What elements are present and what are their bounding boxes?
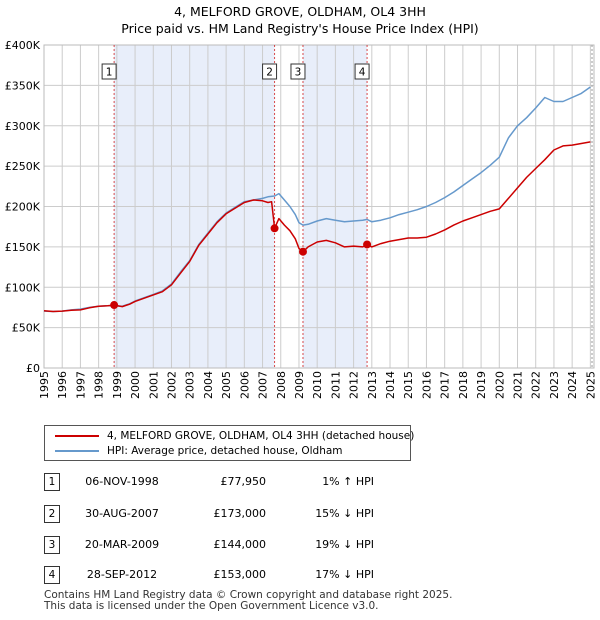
sale-label-box [290, 63, 306, 80]
table-row: 3 20-MAR-2009 £144,000 19% ↓ HPI [0, 536, 600, 554]
y-tick-label: £400K [5, 39, 41, 52]
legend-hpi-label: HPI: Average price, detached house, Oldh… [107, 445, 343, 457]
sale-labels: 1 2 3 4 [101, 63, 370, 80]
x-tick-label: 2014 [384, 371, 397, 399]
chart-title-line2: Price paid vs. HM Land Registry's House … [121, 21, 479, 36]
plot-frame [43, 44, 595, 369]
x-tick-label: 2022 [530, 371, 543, 399]
footer-copyright: Contains HM Land Registry data © Crown c… [44, 589, 453, 601]
x-tick-label: 2000 [129, 371, 142, 399]
transaction-date: 28-SEP-2012 [86, 568, 158, 581]
x-tick-label: 2006 [238, 371, 251, 399]
transaction-hpi: 17% ↓ HPI [315, 568, 374, 581]
price-chart: 1 2 3 4 £0 £50K £100K £150K £200K £250K £300K £350… [5, 39, 598, 399]
x-tick-label: 2012 [348, 371, 361, 399]
y-tick-label: £100K [5, 281, 41, 294]
transaction-hpi: 1% ↑ HPI [322, 475, 374, 488]
transaction-price: £144,000 [213, 538, 267, 551]
x-tick-label: 2017 [439, 371, 452, 399]
sale-point [363, 240, 372, 249]
transaction-number: 3 [44, 536, 60, 554]
sale-label-text: 3 [295, 67, 302, 79]
transaction-price: £77,950 [220, 475, 267, 488]
x-tick-label: 2011 [329, 371, 342, 399]
transaction-number: 1 [44, 473, 60, 491]
x-tick-label: 1998 [93, 371, 106, 399]
y-tick-label: £250K [5, 160, 41, 173]
x-tick-label: 2001 [147, 371, 160, 399]
x-tick-label: 2003 [184, 371, 197, 399]
sale-point [298, 247, 307, 256]
sale-point [110, 301, 119, 310]
chart-title: 4, MELFORD GROVE, OLDHAM, OL4 3HH Price … [0, 3, 600, 37]
sale-label-text: 2 [266, 67, 273, 79]
x-tick-label: 2008 [275, 371, 288, 399]
chart-title-line1: 4, MELFORD GROVE, OLDHAM, OL4 3HH [174, 4, 426, 19]
legend-hpi-swatch [55, 450, 99, 452]
transaction-hpi: 19% ↓ HPI [315, 538, 374, 551]
x-tick-label: 2024 [566, 371, 579, 399]
x-tick-label: 2010 [311, 371, 324, 399]
legend: 4, MELFORD GROVE, OLDHAM, OL4 3HH (detac… [44, 425, 415, 461]
x-tick-label: 2016 [420, 371, 433, 399]
y-tick-label: £200K [5, 201, 41, 214]
transaction-hpi: 15% ↓ HPI [315, 507, 374, 520]
sale-label-box [354, 63, 370, 80]
x-tick-label: 2018 [457, 371, 470, 399]
transaction-price: £153,000 [213, 568, 267, 581]
x-tick-label: 2020 [493, 371, 506, 399]
x-tick-label: 2004 [202, 371, 215, 399]
legend-property-label: 4, MELFORD GROVE, OLDHAM, OL4 3HH (detac… [107, 430, 415, 442]
x-tick-label: 2013 [366, 371, 379, 399]
transaction-price: £173,000 [213, 507, 267, 520]
x-tick-label: 2007 [257, 371, 270, 399]
axes: £0 £50K £100K £150K £200K £250K £300K £350K £400… [5, 39, 598, 399]
footer-licence: This data is licensed under the Open Gov… [44, 600, 379, 612]
x-tick-label: 2021 [512, 371, 525, 399]
sale-point [270, 224, 279, 233]
table-row: 1 06-NOV-1998 £77,950 1% ↑ HPI [0, 473, 600, 491]
y-tick-label: £350K [5, 79, 41, 92]
x-tick-label: 2005 [220, 371, 233, 399]
transaction-date: 30-AUG-2007 [85, 507, 159, 520]
table-row: 2 30-AUG-2007 £173,000 15% ↓ HPI [0, 505, 600, 523]
y-tick-label: £0 [26, 362, 40, 375]
sale-label-box [262, 63, 278, 80]
y-tick-label: £50K [12, 322, 41, 335]
x-tick-label: 1996 [56, 371, 69, 399]
sale-points [110, 224, 372, 310]
grid-lines [43, 44, 595, 369]
legend-property-swatch [55, 435, 99, 437]
transaction-number: 2 [44, 505, 60, 523]
x-tick-label: 2025 [584, 371, 597, 399]
x-tick-label: 2019 [475, 371, 488, 399]
x-tick-label: 2009 [293, 371, 306, 399]
footer: Contains HM Land Registry data © Crown c… [44, 590, 452, 612]
x-tick-label: 1999 [111, 371, 124, 399]
transaction-date: 06-NOV-1998 [85, 475, 159, 488]
sale-vertical-lines [113, 45, 368, 368]
y-tick-label: £300K [5, 120, 41, 133]
x-tick-label: 2015 [402, 371, 415, 399]
x-tick-label: 2023 [548, 371, 561, 399]
sale-label-text: 1 [106, 67, 113, 79]
x-tick-label: 1995 [38, 371, 51, 399]
sale-label-box [101, 63, 117, 80]
x-tick-label: 1997 [74, 371, 87, 399]
transaction-number: 4 [44, 566, 60, 584]
y-tick-label: £150K [5, 241, 41, 254]
sale-label-text: 4 [359, 67, 366, 79]
table-row: 4 28-SEP-2012 £153,000 17% ↓ HPI [0, 566, 600, 584]
x-tick-label: 2002 [165, 371, 178, 399]
transaction-date: 20-MAR-2009 [84, 538, 160, 551]
